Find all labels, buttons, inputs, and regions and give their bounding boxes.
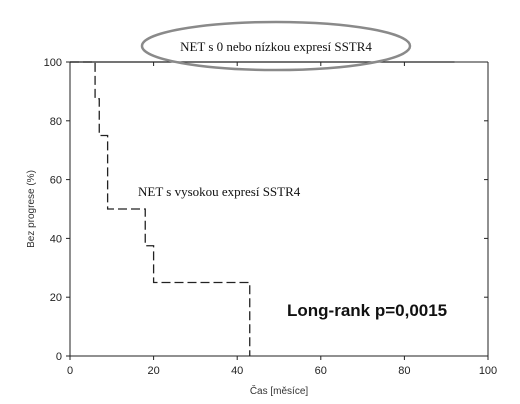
y-tick-label: 0 <box>56 351 62 363</box>
y-tick-label: 80 <box>50 116 62 128</box>
x-tick-label: 80 <box>398 365 410 377</box>
high-expression-curve <box>70 61 251 356</box>
y-tick-label: 20 <box>50 292 62 304</box>
x-axis-title: Čas [měsíce] <box>250 384 309 397</box>
x-tick-label: 60 <box>315 365 327 377</box>
top-series-label: NET s 0 nebo nízkou expresí SSTR4 <box>180 39 372 54</box>
ticks-group: 0 20 40 60 80 100 0 20 40 60 80 100 <box>44 57 498 377</box>
x-tick-label: 100 <box>479 365 497 377</box>
curve-series-label: NET s vysokou expresí SSTR4 <box>138 184 301 199</box>
y-tick-label: 100 <box>44 57 62 69</box>
y-tick-label: 60 <box>50 175 62 187</box>
series-group <box>70 61 455 356</box>
p-value-label: Long-rank p=0,0015 <box>287 301 447 320</box>
y-axis-title: Bez progrese (%) <box>26 170 37 248</box>
x-tick-label: 0 <box>67 365 73 377</box>
x-tick-label: 40 <box>231 365 243 377</box>
y-tick-label: 40 <box>50 233 62 245</box>
x-tick-label: 20 <box>147 365 159 377</box>
top-label-ellipse <box>140 20 412 72</box>
